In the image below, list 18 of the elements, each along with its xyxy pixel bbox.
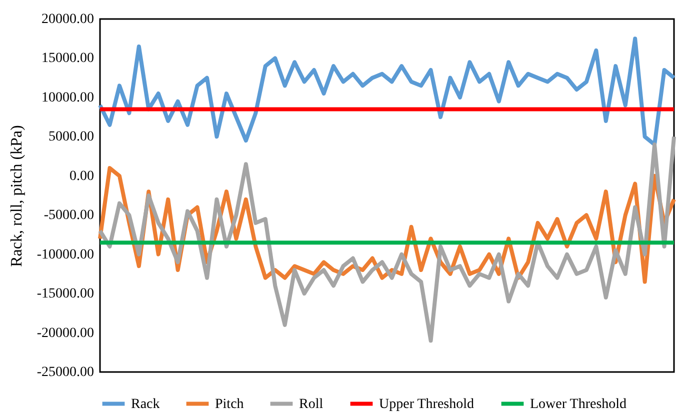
y-axis-title: Rack, roll, pitch (kPa) [8, 125, 26, 267]
y-tick-label: -10000.00 [36, 247, 94, 262]
legend-label: Roll [299, 396, 324, 412]
legend-label: Upper Threshold [379, 396, 474, 412]
legend-label: Rack [131, 396, 160, 412]
y-tick-label: 15000.00 [42, 51, 94, 66]
y-tick-label: 5000.00 [48, 130, 94, 145]
line-series [98, 134, 676, 343]
y-tick-label: -15000.00 [36, 286, 94, 302]
y-tick-label: -25000.00 [36, 365, 94, 380]
legend-label: Lower Threshold [530, 396, 627, 412]
legend-label: Pitch [215, 396, 244, 412]
line-series [98, 36, 676, 147]
y-tick-label: -20000.00 [36, 326, 94, 341]
y-tick-label: 20000.00 [42, 12, 94, 27]
y-tick-label: 10000.00 [42, 90, 94, 106]
y-tick-label: -5000.00 [44, 208, 94, 224]
y-tick-label: 0.00 [70, 168, 94, 184]
